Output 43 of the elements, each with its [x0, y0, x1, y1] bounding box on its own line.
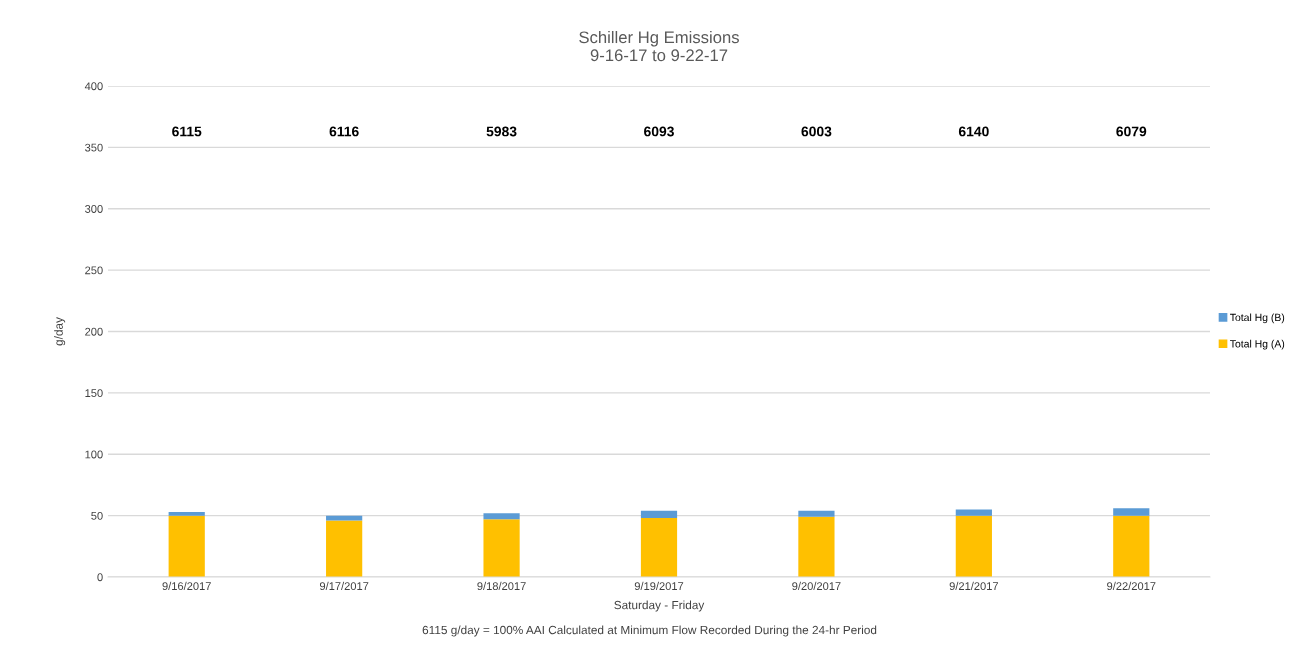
bar — [1113, 508, 1150, 516]
y-tick-label: 200 — [85, 327, 103, 336]
y-tick-label: 250 — [85, 266, 103, 275]
x-tick-label: 9/20/2017 — [792, 581, 841, 591]
x-tick-label: 9/16/2017 — [162, 581, 211, 591]
annotation: 6079 — [1116, 126, 1147, 137]
x-tick-label: 9/19/2017 — [634, 581, 684, 591]
annotation: 6003 — [801, 126, 832, 137]
bar — [798, 516, 835, 577]
bar — [326, 515, 363, 521]
bar — [1113, 515, 1150, 577]
x-tick-label: 9/17/2017 — [319, 581, 369, 591]
bar — [168, 515, 205, 577]
text: 6115 g/day = 100% AAI Calculated at Minimum Flow Recorded During the 24-hr Period — [422, 625, 877, 637]
annotation: 6093 — [644, 126, 674, 137]
bar — [640, 510, 678, 519]
legend-label: Total Hg (A) — [1230, 339, 1285, 350]
bar — [326, 520, 363, 577]
x-tick-label: 9/21/2017 — [949, 581, 999, 591]
bar — [955, 509, 992, 516]
y-tick-label: 100 — [85, 450, 103, 459]
bar — [483, 513, 520, 520]
y-axis-title: g/day — [54, 317, 66, 346]
x-tick-label: 9/22/2017 — [1107, 581, 1156, 591]
bar — [640, 518, 678, 577]
y-tick-label: 50 — [91, 511, 103, 520]
y-tick-label: 350 — [85, 143, 103, 152]
y-tick-label: 0 — [97, 573, 103, 582]
annotation: 6116 — [329, 126, 359, 137]
y-tick-label: 400 — [84, 82, 103, 91]
bar — [955, 515, 992, 577]
x-axis-title: Saturday - Friday — [614, 600, 705, 612]
y-tick-label: 300 — [85, 205, 103, 213]
bar — [483, 519, 520, 577]
chart-title: Schiller Hg Emissions 9-16-17 to 9-22-17 — [579, 30, 739, 62]
bar — [168, 511, 205, 516]
annotation: 6140 — [958, 126, 989, 137]
y-tick-label: 150 — [85, 389, 103, 398]
x-tick-label: 9/18/2017 — [477, 581, 526, 591]
legend-label: Total Hg (B) — [1230, 313, 1285, 324]
bar — [798, 510, 835, 517]
annotation: 6115 — [172, 126, 202, 137]
annotation: 5983 — [486, 126, 517, 137]
